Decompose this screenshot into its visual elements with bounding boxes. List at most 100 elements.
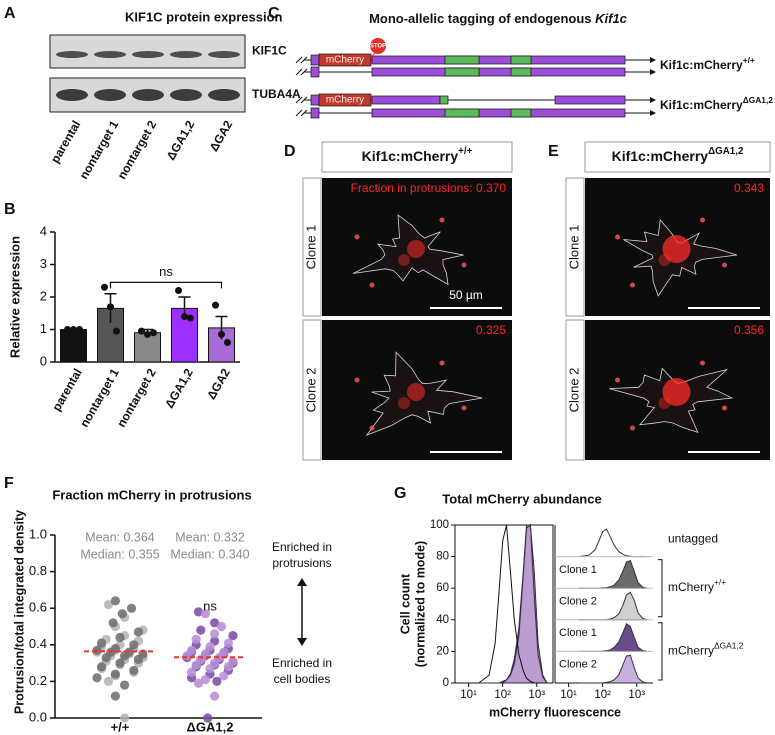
data-point bbox=[219, 671, 229, 681]
blot-title: KIF1C protein expression bbox=[125, 9, 283, 24]
mean-label: Mean: 0.364 bbox=[85, 530, 155, 544]
group-label-base: mCherry bbox=[668, 644, 714, 658]
mean-label: Mean: 0.332 bbox=[175, 530, 245, 544]
cell-signal bbox=[398, 397, 410, 409]
row-label: Clone 1 bbox=[559, 564, 597, 576]
y-tick-label: 40 bbox=[436, 614, 449, 626]
arrow-label: cell bodies bbox=[274, 672, 331, 686]
density-outline bbox=[578, 528, 647, 558]
median-label: Median: 0.355 bbox=[80, 547, 159, 561]
allele-label-base: Kif1c:mCherry bbox=[660, 58, 743, 72]
clone-label: Clone 1 bbox=[566, 225, 581, 270]
lane-label: ΔGA2 bbox=[207, 118, 236, 154]
protrusion-signal bbox=[700, 360, 705, 366]
title-text: Mono-allelic tagging of endogenous bbox=[369, 11, 595, 26]
panel-letter: E bbox=[548, 143, 559, 160]
data-point bbox=[115, 632, 125, 643]
data-point bbox=[144, 330, 151, 338]
y-axis-title: Cell count bbox=[398, 573, 412, 634]
protrusion-signal bbox=[354, 234, 360, 240]
y-tick-label: 3 bbox=[40, 256, 47, 271]
exon bbox=[371, 55, 626, 65]
exon bbox=[371, 108, 626, 118]
data-point bbox=[113, 327, 120, 335]
blot-band bbox=[170, 89, 202, 101]
panel-letter: A bbox=[4, 5, 16, 22]
gene-arrow bbox=[650, 110, 656, 116]
image-title-sup: +/+ bbox=[458, 146, 472, 157]
protrusion-signal bbox=[722, 262, 727, 268]
density-area bbox=[578, 654, 648, 684]
clone-label-box bbox=[302, 177, 322, 317]
fraction-label: Fraction in protrusions: 0.370 bbox=[351, 181, 507, 195]
lane-label: ΔGA1,2 bbox=[164, 118, 198, 163]
arrow-label: Enriched in bbox=[272, 540, 332, 554]
exon-ga bbox=[510, 108, 532, 118]
row-label: untagged bbox=[668, 531, 718, 545]
lane-label: nontarget 2 bbox=[115, 118, 160, 182]
bar bbox=[60, 329, 87, 363]
exon-ga bbox=[510, 55, 532, 65]
allele-label-sup: ΔGA1,2 bbox=[743, 95, 774, 105]
data-point bbox=[193, 607, 204, 617]
protrusion-signal bbox=[630, 425, 635, 431]
clone-label-box bbox=[565, 319, 585, 461]
cell-signal bbox=[658, 397, 671, 409]
y-tick-label: 0.4 bbox=[29, 636, 47, 651]
data-point bbox=[76, 326, 83, 333]
x-tick-label: 10³ bbox=[528, 689, 545, 701]
group-label-sup: ΔGA1,2 bbox=[714, 641, 744, 651]
cell-signal bbox=[398, 254, 410, 266]
tag-label: mCherry bbox=[326, 55, 364, 66]
annotation: ns bbox=[159, 264, 173, 279]
protrusion-signal bbox=[615, 377, 620, 383]
data-point bbox=[133, 627, 143, 637]
mcherry-box bbox=[318, 93, 372, 107]
data-point bbox=[103, 599, 114, 610]
row-label: Clone 2 bbox=[559, 659, 597, 671]
data-point bbox=[129, 665, 139, 676]
blot-band bbox=[170, 51, 202, 58]
exon bbox=[310, 54, 320, 66]
arrow-head bbox=[297, 638, 307, 646]
lane-label: parental bbox=[48, 118, 83, 165]
gene-arrow bbox=[650, 69, 656, 75]
data-point bbox=[212, 301, 219, 309]
blot-band bbox=[132, 51, 164, 58]
y-tick-label: 0.8 bbox=[29, 563, 47, 578]
y-tick-label: 1.0 bbox=[29, 526, 47, 541]
y-tick-label: 0.2 bbox=[29, 673, 47, 688]
y-axis-title: Protrusion/total integrated density bbox=[12, 510, 26, 714]
arrow-head bbox=[297, 578, 307, 586]
y-tick-label: 80 bbox=[436, 551, 449, 563]
data-point bbox=[115, 658, 125, 668]
data-point bbox=[92, 645, 102, 655]
group-label-sup: +/+ bbox=[714, 577, 726, 587]
exon bbox=[371, 95, 441, 105]
fraction-label: 0.343 bbox=[734, 181, 764, 195]
data-point bbox=[224, 339, 231, 346]
exon-ga bbox=[444, 67, 480, 77]
clone-label: Clone 2 bbox=[566, 368, 581, 413]
data-point bbox=[203, 713, 213, 723]
data-point bbox=[187, 667, 197, 677]
data-point bbox=[191, 634, 201, 644]
allele-label: Kif1c:mCherry+/+ bbox=[660, 55, 755, 72]
protrusion-signal bbox=[630, 282, 635, 288]
allele-label-base: Kif1c:mCherry bbox=[660, 98, 743, 112]
data-point bbox=[101, 653, 111, 663]
data-point bbox=[196, 625, 206, 635]
gene-arrow bbox=[650, 97, 656, 103]
data-point bbox=[181, 313, 188, 320]
data-point bbox=[120, 680, 130, 690]
protrusion-signal bbox=[439, 360, 445, 366]
panel-letter: B bbox=[4, 201, 16, 218]
y-tick-label: 0 bbox=[443, 677, 449, 689]
image-title-base: Kif1c:mCherry bbox=[362, 148, 459, 164]
protrusion-signal bbox=[369, 425, 375, 431]
fraction-label: 0.325 bbox=[476, 323, 506, 337]
group-label: mCherry+/+ bbox=[668, 577, 726, 594]
group-label: mCherryΔGA1,2 bbox=[668, 641, 744, 658]
mcherry-box bbox=[318, 53, 372, 67]
